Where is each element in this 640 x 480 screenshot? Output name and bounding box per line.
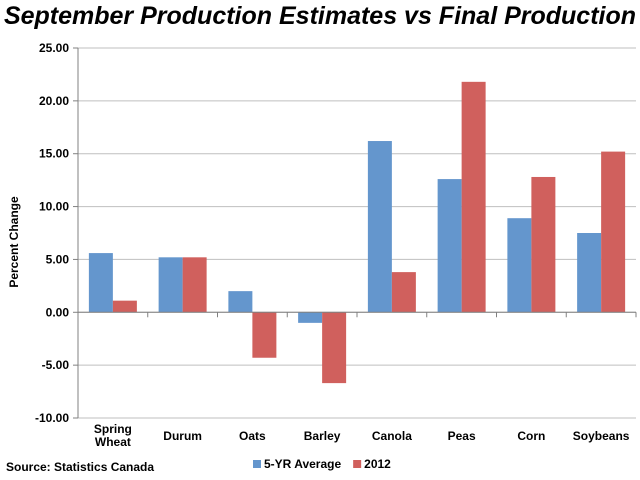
bar-five-yr-average xyxy=(507,218,532,313)
y-tick-label: -5.00 xyxy=(42,358,70,372)
x-tick-label: Spring Wheat xyxy=(94,422,132,449)
bars xyxy=(88,81,626,384)
x-tick-label: Oats xyxy=(239,429,266,443)
legend-label: 2012 xyxy=(364,457,391,471)
bar-five-yr-average xyxy=(577,233,602,313)
axes xyxy=(77,48,637,418)
x-tick-label: Soybeans xyxy=(573,429,630,443)
y-tick-label: 25.00 xyxy=(39,41,69,55)
bar-2012 xyxy=(112,300,137,313)
bar-2012 xyxy=(322,312,347,384)
legend-swatch xyxy=(353,460,362,468)
bar-five-yr-average xyxy=(298,312,323,323)
y-tick-labels: -10.00 -5.00 0.00 5.00 10.00 15.00 20.00 25.00 xyxy=(35,41,69,425)
bar-five-yr-average xyxy=(88,253,113,313)
bar-2012 xyxy=(461,81,486,313)
y-tick-label: 5.00 xyxy=(46,252,70,266)
y-tick-label: 20.00 xyxy=(39,94,69,108)
x-tick-labels: Spring Wheat Durum Oats Barley Canola Peas Corn… xyxy=(94,422,630,449)
bar-2012 xyxy=(182,257,207,313)
bar-five-yr-average xyxy=(437,179,462,313)
x-tick-label: Corn xyxy=(517,429,545,443)
source-note: Source: Statistics Canada xyxy=(6,460,155,474)
bar-2012 xyxy=(391,272,416,313)
y-axis-title: Percent Change xyxy=(7,196,21,288)
bar-five-yr-average xyxy=(158,257,183,313)
bar-five-yr-average xyxy=(228,291,253,313)
y-tick-label: 15.00 xyxy=(39,147,69,161)
bar-2012 xyxy=(531,176,556,313)
y-tick-label: 0.00 xyxy=(46,305,70,319)
x-tick-label: Durum xyxy=(163,429,202,443)
legend-swatch xyxy=(253,460,261,468)
y-tick-label: -10.00 xyxy=(35,411,69,425)
chart-title: September Production Estimates vs Final … xyxy=(3,2,637,30)
x-tick-label: Canola xyxy=(372,429,412,443)
bar-2012 xyxy=(601,151,626,313)
x-tick-label: Barley xyxy=(304,429,341,443)
bar-2012 xyxy=(252,312,277,358)
x-tick-label: Peas xyxy=(448,429,476,443)
legend: 5-YR Average 2012 xyxy=(253,457,391,471)
bar-five-yr-average xyxy=(367,141,392,313)
y-tick-label: 10.00 xyxy=(39,200,69,214)
legend-label: 5-YR Average xyxy=(264,457,341,471)
